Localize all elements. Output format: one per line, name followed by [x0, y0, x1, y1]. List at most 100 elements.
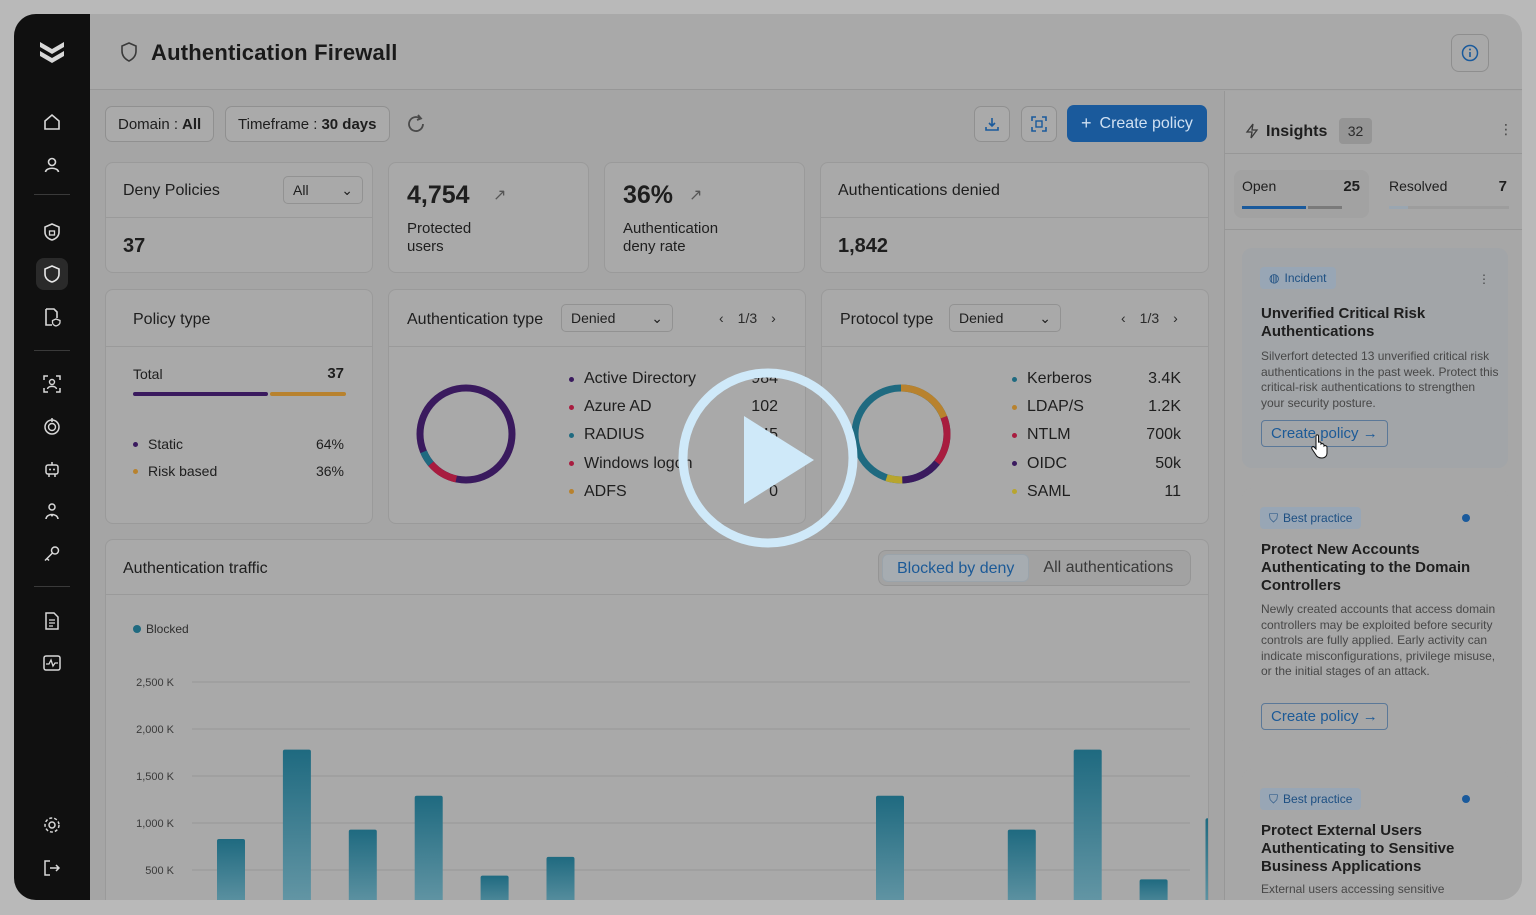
create-policy-link[interactable]: Create policy → [1261, 703, 1388, 730]
legend-risk-based: Risk based [133, 463, 217, 479]
logo-icon[interactable] [36, 36, 68, 68]
download-button[interactable] [974, 106, 1010, 142]
bar[interactable] [1139, 879, 1168, 900]
trend-up-icon: ↗ [689, 187, 703, 204]
deny-policies-select[interactable]: All ⌄ [283, 176, 363, 204]
bar[interactable] [414, 795, 443, 900]
protocol-type-select[interactable]: Denied ⌄ [949, 304, 1061, 332]
bar[interactable] [876, 795, 904, 900]
trend-up-icon: ↗ [493, 187, 507, 204]
legend-item: LDAP/S [1012, 398, 1084, 416]
legend-dot [1012, 461, 1017, 467]
chevron-down-icon: ⌄ [1039, 309, 1051, 326]
open-progress [1242, 206, 1342, 209]
policy-type-bar [133, 392, 346, 396]
tab-resolved[interactable]: Resolved 7 [1381, 170, 1516, 218]
shield-lock-icon[interactable] [36, 216, 68, 248]
bar[interactable] [348, 829, 377, 900]
tab-all-authentications[interactable]: All authentications [1043, 559, 1174, 576]
tab-open[interactable]: Open 25 [1234, 170, 1369, 218]
legend-dot [569, 461, 574, 467]
legend-label: Windows logon [584, 454, 693, 472]
insights-panel: Insights 32 ⋮ Open 25 Resolved 7 ◍ Incide… [1224, 91, 1522, 900]
chevron-down-icon: ⌄ [651, 309, 663, 326]
y-tick-label: 500 K [145, 865, 174, 877]
bar[interactable] [480, 875, 509, 900]
document-shield-icon[interactable] [36, 301, 68, 333]
insight-card-incident[interactable]: ◍ Incident ⋮ Unverified Critical Risk Aut… [1242, 248, 1508, 468]
chevron-left-icon[interactable]: ‹ [1121, 310, 1126, 326]
insights-count-badge: 32 [1339, 118, 1372, 144]
legend-value: 0 [769, 482, 778, 500]
home-icon[interactable] [36, 106, 68, 138]
shield-icon: ⛉ [1269, 510, 1279, 525]
legend-dot [1012, 489, 1017, 495]
page-title: Authentication Firewall [151, 40, 398, 65]
tab-blocked-by-deny[interactable]: Blocked by deny [882, 554, 1030, 582]
bar[interactable] [1007, 829, 1036, 900]
bar[interactable] [282, 749, 311, 900]
bar[interactable] [1205, 818, 1209, 900]
y-tick-label: 1,000 K [136, 818, 175, 830]
settings-icon[interactable] [36, 809, 68, 841]
play-video-icon[interactable] [676, 366, 860, 550]
protocol-type-card: Protocol type Denied ⌄ ‹ 1/3 › Kerberos 3.4K… [821, 289, 1209, 524]
best-practice-tag: ⛉ Best practice [1260, 788, 1362, 810]
user-scan-icon[interactable] [36, 368, 68, 400]
legend-item: OIDC [1012, 455, 1067, 473]
create-policy-button[interactable]: + Create policy [1067, 105, 1207, 142]
logout-icon[interactable] [36, 852, 68, 884]
more-options-icon[interactable]: ⋮ [1478, 272, 1490, 286]
sidebar [14, 14, 90, 900]
legend-label: Kerberos [1027, 370, 1092, 387]
auth-type-donut [416, 384, 516, 484]
auth-type-select[interactable]: Denied ⌄ [561, 304, 673, 332]
traffic-bar-chart: 2,500 K 2,000 K 1,500 K 1,000 K 500 K [136, 677, 1209, 900]
user-icon[interactable] [36, 149, 68, 181]
refresh-icon[interactable] [404, 112, 428, 136]
bar[interactable] [1073, 749, 1102, 900]
static-segment [133, 392, 269, 396]
top-bar: Authentication Firewall [90, 14, 1522, 90]
key-icon[interactable] [36, 538, 68, 570]
chart-legend-blocked: Blocked [133, 622, 189, 636]
protected-users-card: 4,754 ↗ Protected users [388, 162, 589, 273]
insight-card-best-practice-2[interactable]: ⛉ Best practice Protect External Users Au… [1242, 769, 1508, 900]
domain-filter[interactable]: Domain : All [105, 106, 215, 142]
report-icon[interactable] [36, 605, 68, 637]
auth-traffic-card: Authentication traffic Blocked by deny A… [105, 539, 1209, 900]
activity-icon[interactable] [36, 647, 68, 679]
app-window: Authentication Firewall Domain : All Time… [14, 14, 1522, 900]
legend-label: LDAP/S [1027, 398, 1084, 416]
legend-label: SAML [1027, 482, 1071, 500]
fingerprint-icon[interactable] [36, 410, 68, 442]
robot-icon[interactable] [36, 453, 68, 485]
cursor-icon [1311, 434, 1328, 459]
legend-value: 11 [1164, 482, 1181, 500]
legend-item: Azure AD [569, 398, 652, 416]
info-button[interactable] [1451, 34, 1489, 72]
shield-icon: ⛉ [1269, 791, 1279, 806]
chevron-right-icon[interactable]: › [1173, 310, 1178, 326]
chevron-down-icon: ⌄ [341, 181, 353, 198]
more-options-icon[interactable]: ⋮ [1499, 121, 1513, 137]
y-tick-label: 2,500 K [136, 677, 175, 689]
insight-card-best-practice-1[interactable]: ⛉ Best practice Protect New Accounts Auth… [1242, 488, 1508, 748]
download-icon [985, 118, 999, 131]
bar[interactable] [217, 838, 245, 900]
chevron-left-icon[interactable]: ‹ [719, 310, 724, 326]
legend-item: NTLM [1012, 426, 1071, 444]
unread-dot [1462, 795, 1470, 803]
policy-type-card: Policy type Total 37 Static 64% Risk bas… [105, 289, 373, 524]
shield-icon[interactable] [36, 258, 68, 290]
bar[interactable] [546, 856, 575, 900]
screenshot-button[interactable] [1021, 106, 1057, 142]
legend-value: 1.2K [1148, 398, 1181, 416]
chevron-right-icon[interactable]: › [771, 310, 776, 326]
legend-item: Windows logon [569, 455, 693, 473]
info-icon [1461, 44, 1479, 62]
screen-capture-icon [1031, 116, 1047, 132]
user-badge-icon[interactable] [36, 495, 68, 527]
timeframe-filter[interactable]: Timeframe :30 days [225, 106, 390, 142]
fingerprint-icon: ◍ [1269, 271, 1280, 285]
